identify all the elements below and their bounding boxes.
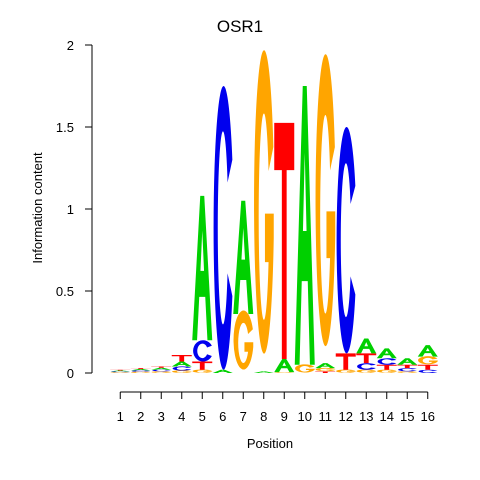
- logo-column: [336, 127, 356, 373]
- letter-t: [336, 353, 356, 369]
- letter-g: [275, 372, 295, 373]
- logo-column: [295, 86, 315, 373]
- letter-g: [418, 356, 438, 364]
- y-axis-label: Information content: [30, 152, 45, 264]
- logo-column: [151, 366, 171, 372]
- x-tick-label: 10: [298, 409, 312, 424]
- logo-column: [192, 196, 212, 373]
- letter-a: [254, 371, 274, 373]
- letter-a: [110, 371, 130, 372]
- y-tick-label: 0: [67, 366, 74, 381]
- y-tick-label: 1.5: [56, 120, 74, 135]
- logo-column: [377, 348, 397, 372]
- y-tick-label: 0.5: [56, 284, 74, 299]
- chart-title: OSR1: [217, 17, 263, 36]
- letter-a: [151, 368, 171, 370]
- letter-a: [274, 359, 294, 372]
- x-tick-label: 9: [281, 409, 288, 424]
- letter-t: [192, 362, 212, 370]
- y-tick-label: 2: [67, 38, 74, 53]
- logo-column: [315, 54, 335, 373]
- letter-t: [418, 365, 438, 370]
- letter-a: [397, 358, 417, 365]
- letter-g: [172, 370, 192, 372]
- letter-c: [214, 86, 233, 370]
- letter-g: [316, 54, 336, 346]
- letter-g: [254, 50, 274, 353]
- letter-c: [111, 371, 130, 372]
- letter-g: [336, 370, 356, 373]
- x-tick-label: 8: [260, 409, 267, 424]
- logo-column: [356, 339, 376, 373]
- letter-g: [111, 372, 131, 373]
- letter-g: [234, 311, 254, 370]
- letter-a: [356, 339, 376, 354]
- x-axis-label: Position: [247, 436, 293, 451]
- x-tick-label: 16: [421, 409, 435, 424]
- x-tick-label: 6: [219, 409, 226, 424]
- letter-g: [316, 368, 336, 371]
- x-tick-label: 15: [400, 409, 414, 424]
- letter-g: [357, 370, 377, 373]
- letter-t: [315, 371, 335, 373]
- letter-g: [377, 370, 397, 373]
- logo-column: [274, 123, 294, 373]
- letter-g: [295, 364, 315, 372]
- letter-a: [192, 196, 212, 340]
- letter-t: [131, 368, 151, 369]
- logo-column: [397, 358, 417, 373]
- logo-column: [110, 370, 130, 373]
- x-tick-label: 2: [137, 409, 144, 424]
- letter-t: [356, 353, 376, 363]
- x-tick-label: 4: [178, 409, 185, 424]
- letter-a: [233, 201, 253, 314]
- letter-g: [398, 371, 418, 373]
- letter-t: [110, 370, 130, 371]
- letter-c: [173, 366, 192, 370]
- y-tick-label: 1: [67, 202, 74, 217]
- logo-column: [254, 50, 274, 373]
- logo-column: [213, 86, 233, 373]
- letter-c: [132, 370, 151, 371]
- letter-g: [193, 370, 213, 373]
- letter-a: [377, 348, 397, 358]
- logo-columns: [110, 50, 438, 373]
- x-tick-label: 11: [319, 409, 333, 424]
- letter-a: [213, 370, 233, 373]
- x-tick-label: 7: [240, 409, 247, 424]
- letter-t: [151, 366, 171, 367]
- x-axis: 1 2 3 4 5 6 7 8 9 10 11 12 13 14 15 16: [117, 392, 435, 424]
- letter-c: [419, 370, 438, 373]
- x-tick-label: 5: [199, 409, 206, 424]
- letter-a: [418, 345, 438, 356]
- letter-c: [378, 358, 397, 365]
- letter-t: [377, 365, 397, 370]
- letter-t: [274, 123, 294, 359]
- logo-column: [233, 201, 253, 370]
- letter-a: [131, 369, 151, 370]
- letter-t: [397, 365, 417, 368]
- letter-a: [172, 362, 192, 367]
- letter-c: [337, 127, 356, 353]
- y-axis: 0 0.5 1 1.5 2: [56, 38, 92, 381]
- letter-a: [295, 86, 315, 365]
- letter-g: [152, 371, 172, 373]
- logo-column: [172, 355, 192, 373]
- letter-a: [315, 363, 335, 368]
- x-tick-label: 13: [359, 409, 373, 424]
- letter-c: [398, 368, 417, 371]
- logo-column: [131, 368, 151, 373]
- letter-t: [172, 355, 192, 362]
- letter-c: [357, 363, 376, 370]
- logo-column: [418, 345, 438, 373]
- letter-g: [131, 372, 151, 373]
- letter-c: [193, 340, 212, 361]
- x-tick-label: 12: [339, 409, 353, 424]
- x-tick-label: 1: [117, 409, 124, 424]
- x-tick-label: 14: [380, 409, 394, 424]
- letter-c: [152, 370, 171, 372]
- x-tick-label: 3: [158, 409, 165, 424]
